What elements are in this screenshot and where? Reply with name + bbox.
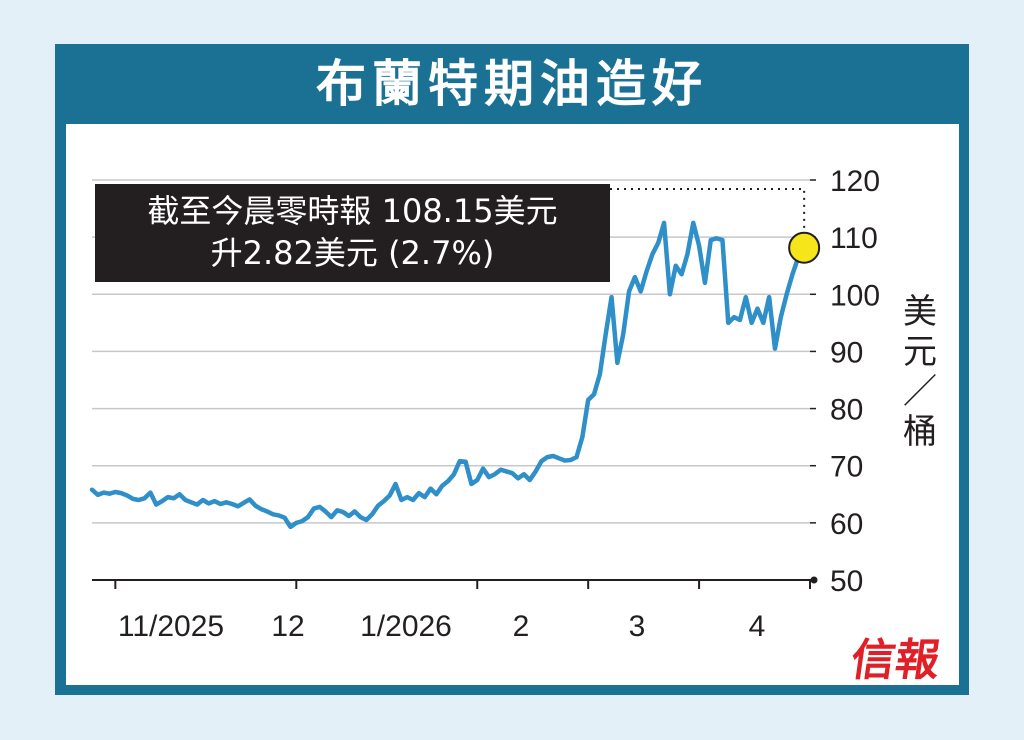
- y-tick-label-60: 60: [830, 508, 863, 541]
- y-tick-label-80: 80: [830, 394, 863, 427]
- y-axis-end-dot: [810, 576, 818, 584]
- x-axis: [92, 579, 814, 589]
- callout-line-2: 升2.82美元 (2.7%): [210, 234, 495, 272]
- chart-title: 布蘭特期油造好: [316, 55, 708, 113]
- callout-line-1: 截至今晨零時報 108.15美元: [147, 192, 558, 230]
- y-axis-unit-label: 美 元 ／ 桶: [898, 292, 942, 452]
- hkej-logo: 信報: [847, 635, 943, 686]
- x-tick-label-5: 4: [749, 610, 766, 643]
- latest-price-dot: [788, 231, 821, 264]
- y-tick-label-70: 70: [830, 451, 863, 484]
- y-tick-label-120: 120: [830, 165, 880, 198]
- y-tick-label-90: 90: [830, 336, 863, 369]
- unit-char-4: 桶: [903, 412, 937, 452]
- unit-char-3: ／: [903, 372, 937, 412]
- x-tick-label-3: 2: [513, 610, 530, 643]
- x-tick-labels: 11/2025 12 1/2026 2 3 4: [118, 610, 765, 643]
- y-axis: 50 60 70 80 90 100 110 120: [810, 165, 880, 598]
- x-tick-label-0: 11/2025: [118, 610, 224, 643]
- latest-price-marker: [788, 231, 821, 264]
- y-tick-label-110: 110: [830, 222, 878, 255]
- unit-char-2: 元: [903, 332, 937, 372]
- unit-char-1: 美: [903, 292, 937, 332]
- latest-price-callout: 截至今晨零時報 108.15美元 升2.82美元 (2.7%): [95, 184, 610, 282]
- callout-leader-line: [610, 188, 806, 233]
- x-tick-label-4: 3: [629, 610, 646, 643]
- callout-leader: [610, 188, 806, 233]
- y-tick-label-50: 50: [830, 565, 863, 598]
- x-tick-label-1: 12: [271, 610, 304, 643]
- y-tick-label-100: 100: [830, 279, 880, 312]
- price-line: [89, 220, 807, 530]
- price-series: [89, 220, 807, 530]
- x-tick-label-2: 1/2026: [360, 610, 452, 643]
